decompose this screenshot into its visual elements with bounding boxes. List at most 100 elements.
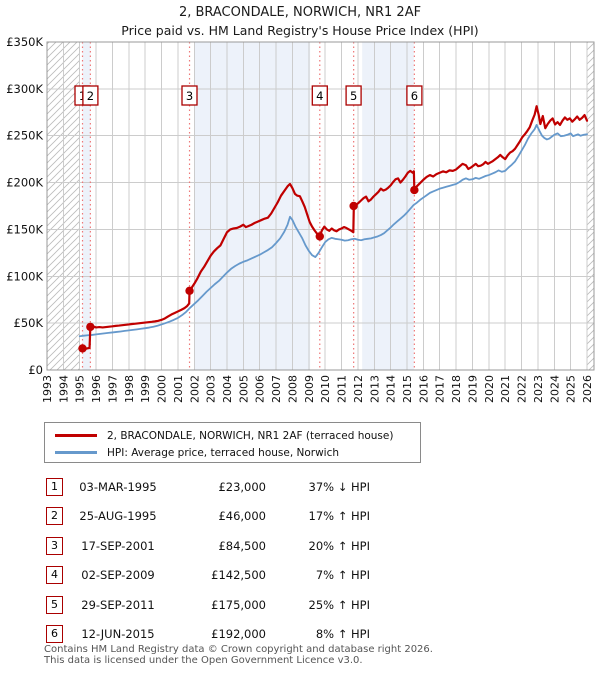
sale-vs-hpi: 37% ↓ HPI bbox=[308, 479, 370, 494]
ownership-band bbox=[194, 42, 311, 370]
x-tick-label: 2007 bbox=[270, 375, 283, 403]
sale-marker-dot bbox=[185, 286, 194, 296]
plot-border bbox=[46, 41, 595, 371]
legend-label: 2, BRACONDALE, NORWICH, NR1 2AF (terrace… bbox=[107, 429, 394, 442]
x-tick-label: 1997 bbox=[106, 375, 119, 403]
ownership-band bbox=[82, 42, 91, 370]
sale-date: 02-SEP-2009 bbox=[81, 568, 155, 583]
y-tick-label: £100K bbox=[6, 269, 43, 283]
x-tick-label: 2000 bbox=[156, 375, 169, 403]
sale-vs-hpi: 25% ↑ HPI bbox=[308, 597, 370, 612]
chart-legend: 2, BRACONDALE, NORWICH, NR1 2AF (terrace… bbox=[44, 422, 421, 463]
x-tick-label: 1994 bbox=[57, 375, 70, 403]
sale-table-row: 5 29-SEP-2011 £175,000 25% ↑ HPI bbox=[46, 590, 370, 620]
x-tick-label: 2015 bbox=[401, 375, 414, 403]
footer-line-2: This data is licensed under the Open Gov… bbox=[44, 654, 363, 666]
x-tick-label: 2013 bbox=[368, 375, 381, 403]
sale-marker-dot bbox=[349, 201, 358, 211]
sale-row-number: 5 bbox=[46, 595, 63, 614]
x-tick-label: 2011 bbox=[336, 375, 349, 403]
legend-item: 2, BRACONDALE, NORWICH, NR1 2AF (terrace… bbox=[55, 427, 420, 444]
sale-vs-hpi: 7% ↑ HPI bbox=[315, 568, 370, 583]
sale-marker-number: 2 bbox=[87, 89, 94, 103]
legend-item: HPI: Average price, terraced house, Norw… bbox=[55, 444, 420, 461]
sale-price: £192,000 bbox=[211, 627, 266, 642]
x-tick-label: 2009 bbox=[303, 375, 316, 403]
x-tick-label: 2023 bbox=[532, 375, 545, 403]
sale-marker-box bbox=[406, 85, 423, 106]
page-title: 2, BRACONDALE, NORWICH, NR1 2AF bbox=[178, 5, 422, 20]
hpi-line bbox=[78, 124, 588, 338]
x-tick-label: 2001 bbox=[172, 375, 185, 403]
legend-line-swatch bbox=[55, 434, 97, 437]
footer-attribution: Contains HM Land Registry data © Crown c… bbox=[44, 644, 433, 666]
sale-marker-dot bbox=[86, 322, 95, 332]
x-tick-label: 1999 bbox=[139, 375, 152, 403]
y-tick-label: £350K bbox=[6, 35, 43, 49]
y-tick-label: £200K bbox=[6, 176, 43, 190]
price-paid-line bbox=[81, 105, 589, 351]
sale-marker-number: 5 bbox=[350, 89, 357, 103]
sale-vs-hpi: 20% ↑ HPI bbox=[308, 538, 370, 553]
legend-line-swatch bbox=[55, 451, 97, 454]
sale-table-row: 2 25-AUG-1995 £46,000 17% ↑ HPI bbox=[46, 502, 370, 532]
sale-marker-dot bbox=[315, 232, 324, 241]
sale-row-number: 3 bbox=[46, 536, 63, 555]
x-tick-label: 2004 bbox=[221, 375, 234, 403]
x-tick-label: 2019 bbox=[466, 375, 479, 403]
no-data-hatch bbox=[587, 42, 595, 370]
y-tick-label: £150K bbox=[6, 222, 43, 236]
x-tick-label: 2010 bbox=[319, 375, 332, 403]
x-tick-label: 1993 bbox=[41, 375, 54, 403]
sale-row-number: 2 bbox=[46, 507, 63, 526]
x-tick-label: 2021 bbox=[499, 375, 512, 403]
x-tick-label: 2002 bbox=[188, 375, 201, 403]
sale-date: 03-MAR-1995 bbox=[79, 479, 157, 494]
sale-marker-number: 3 bbox=[186, 89, 193, 103]
footer-line-1: Contains HM Land Registry data © Crown c… bbox=[44, 644, 433, 655]
page-subtitle: Price paid vs. HM Land Registry's House … bbox=[121, 23, 479, 38]
sale-date: 12-JUN-2015 bbox=[81, 627, 155, 642]
x-tick-label: 1998 bbox=[123, 375, 136, 403]
sale-date: 25-AUG-1995 bbox=[79, 509, 157, 524]
x-tick-label: 2017 bbox=[434, 375, 447, 403]
x-tick-label: 1995 bbox=[74, 375, 87, 403]
y-tick-label: £0 bbox=[28, 363, 43, 377]
x-tick-label: 2018 bbox=[450, 375, 463, 403]
sale-price: £142,500 bbox=[211, 568, 266, 583]
sale-price: £23,000 bbox=[218, 479, 266, 494]
legend-label: HPI: Average price, terraced house, Norw… bbox=[107, 446, 340, 459]
x-tick-label: 2014 bbox=[385, 375, 398, 403]
sale-marker-number: 6 bbox=[411, 89, 418, 103]
x-tick-label: 2012 bbox=[352, 375, 365, 403]
x-tick-label: 2003 bbox=[205, 375, 218, 403]
sale-table-row: 1 03-MAR-1995 £23,000 37% ↓ HPI bbox=[46, 472, 370, 502]
x-tick-label: 2022 bbox=[516, 375, 529, 403]
sale-row-number: 6 bbox=[46, 625, 63, 644]
sale-marker-dot bbox=[78, 344, 87, 353]
sale-date: 29-SEP-2011 bbox=[81, 597, 155, 612]
sale-marker-box bbox=[181, 85, 198, 106]
x-tick-label: 2025 bbox=[565, 375, 578, 403]
y-tick-label: £250K bbox=[6, 129, 43, 143]
x-tick-label: 2008 bbox=[286, 375, 299, 403]
x-tick-label: 2024 bbox=[548, 375, 561, 403]
ownership-band bbox=[362, 42, 414, 370]
x-tick-label: 2020 bbox=[483, 375, 496, 403]
sale-marker-box bbox=[311, 85, 328, 106]
sale-table-row: 3 17-SEP-2001 £84,500 20% ↑ HPI bbox=[46, 531, 370, 561]
sale-price: £175,000 bbox=[211, 597, 266, 612]
sales-table: 1 03-MAR-1995 £23,000 37% ↓ HPI 2 25-AUG-1995… bbox=[46, 472, 370, 649]
sale-marker-box bbox=[82, 85, 99, 106]
x-tick-label: 1996 bbox=[90, 375, 103, 403]
sale-vs-hpi: 17% ↑ HPI bbox=[308, 509, 370, 524]
x-tick-label: 2006 bbox=[254, 375, 267, 403]
sale-vs-hpi: 8% ↑ HPI bbox=[315, 627, 370, 642]
x-tick-label: 2026 bbox=[581, 375, 594, 403]
sale-marker-dot bbox=[410, 185, 419, 195]
sale-date: 17-SEP-2001 bbox=[81, 538, 155, 553]
x-tick-label: 2016 bbox=[417, 375, 430, 403]
sale-row-number: 4 bbox=[46, 566, 63, 585]
sale-table-row: 4 02-SEP-2009 £142,500 7% ↑ HPI bbox=[46, 561, 370, 591]
